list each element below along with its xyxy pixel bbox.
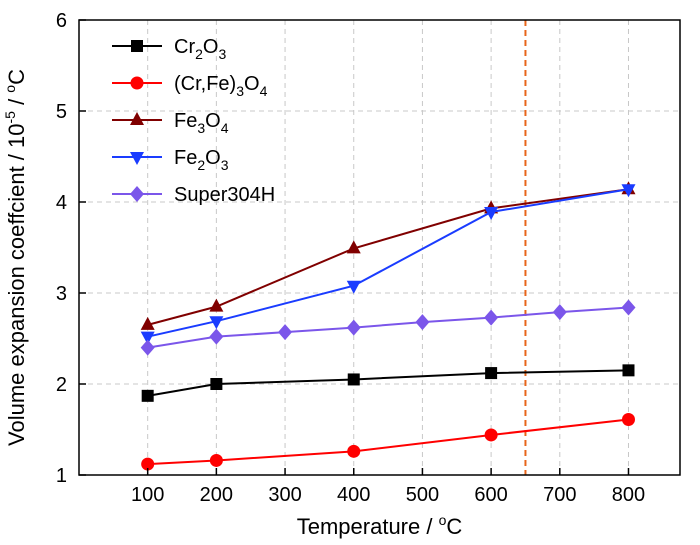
legend-item: Fe3O4 xyxy=(112,110,229,136)
series-4 xyxy=(140,299,636,356)
data-point xyxy=(209,328,224,345)
legend-label: Super304H xyxy=(174,184,275,206)
legend-label: (Cr,Fe)3O4 xyxy=(174,73,268,99)
data-point xyxy=(484,428,498,442)
data-point xyxy=(140,316,155,330)
data-point xyxy=(209,298,224,312)
data-point xyxy=(485,367,498,380)
legend-label: Fe2O3 xyxy=(174,147,229,173)
data-point xyxy=(210,378,223,390)
data-point xyxy=(347,373,360,386)
data-point xyxy=(484,309,499,326)
data-point xyxy=(278,324,293,341)
data-point xyxy=(209,453,223,467)
series-group xyxy=(140,181,636,471)
x-tick-label: 400 xyxy=(337,484,370,506)
legend-item: (Cr,Fe)3O4 xyxy=(112,73,268,99)
data-point xyxy=(552,304,567,321)
data-point xyxy=(130,152,144,165)
x-tick-label: 100 xyxy=(131,484,164,506)
data-point xyxy=(130,186,144,202)
data-point xyxy=(346,240,361,254)
data-point xyxy=(140,339,155,356)
series-3 xyxy=(140,184,636,345)
y-tick-label: 1 xyxy=(56,465,67,487)
data-point xyxy=(130,112,144,125)
legend-label: Cr2O3 xyxy=(174,36,226,62)
series-1 xyxy=(141,412,635,471)
data-point xyxy=(347,444,361,458)
data-point xyxy=(415,314,430,331)
x-tick-label: 300 xyxy=(268,484,301,506)
y-tick-label: 6 xyxy=(56,10,67,32)
plot-frame xyxy=(78,19,681,476)
legend-item: Super304H xyxy=(112,184,275,206)
x-tick-label: 200 xyxy=(200,484,233,506)
data-point xyxy=(140,331,155,345)
x-tick-label: 600 xyxy=(474,484,507,506)
data-point xyxy=(346,319,361,336)
series-0 xyxy=(141,364,635,402)
series-line xyxy=(147,306,629,349)
data-point xyxy=(141,389,154,402)
y-tick-label: 5 xyxy=(56,101,67,123)
data-point xyxy=(131,40,143,52)
data-point xyxy=(621,299,636,316)
data-point xyxy=(130,76,144,90)
y-tick-label: 4 xyxy=(56,192,67,214)
data-point xyxy=(484,207,499,221)
data-point xyxy=(141,457,155,471)
x-tick-label: 800 xyxy=(612,484,645,506)
y-axis-title: Volume expansion coeffcient / 10-5 / oC xyxy=(2,69,29,446)
legend-label: Fe3O4 xyxy=(174,110,229,136)
ticks: 100 200 300 400 500 600 700 800 1 2 3 4 5 6 xyxy=(56,10,645,506)
legend: Cr2O3 (Cr,Fe)3O4 Fe3O4 Fe2O3 Super304H xyxy=(112,36,275,206)
x-axis-title: Temperature / oC xyxy=(297,512,463,539)
data-point xyxy=(621,184,636,198)
x-tick-label: 500 xyxy=(406,484,439,506)
x-tick-label: 700 xyxy=(543,484,576,506)
data-point xyxy=(346,280,361,294)
data-point xyxy=(621,412,635,426)
y-tick-label: 3 xyxy=(56,283,67,305)
grid xyxy=(79,19,680,476)
legend-item: Cr2O3 xyxy=(112,36,226,62)
data-point xyxy=(209,316,224,330)
legend-item: Fe2O3 xyxy=(112,147,229,173)
series-line xyxy=(147,188,629,326)
data-point xyxy=(622,364,635,377)
y-tick-label: 2 xyxy=(56,374,67,396)
